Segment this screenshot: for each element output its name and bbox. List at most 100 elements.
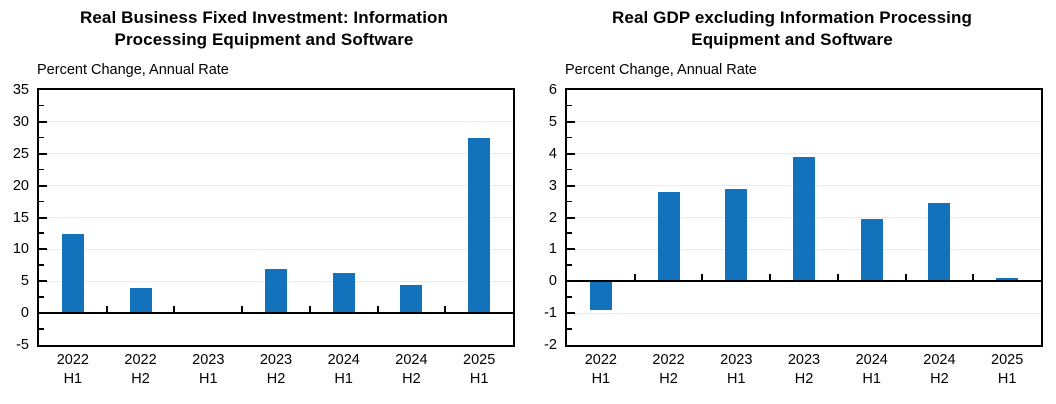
y-axis-minor-tick [39,136,44,139]
bar-2024-h1 [860,219,883,282]
y-axis-major-tick [567,152,575,155]
bar-2022-h1 [589,281,612,310]
y-axis-minor-tick [567,328,572,330]
x-axis-tick [444,306,447,314]
gridline [39,121,513,123]
x-label-year: 2022 [584,352,617,368]
y-axis-minor-tick [567,232,572,234]
y-axis-minor-tick [567,264,572,266]
axis-units-label: Percent Change, Annual Rate [37,62,229,78]
bar-2022-h2 [129,288,152,314]
y-axis-major-tick [39,152,47,155]
y-axis-major-tick [39,184,47,187]
gridline [567,312,1041,314]
x-label-year: 2024 [395,352,428,368]
x-label-year: 2022 [56,352,89,368]
y-axis-tick-label: 30 [12,113,29,130]
y-axis-tick-label: 0 [20,305,29,322]
bar-2022-h2 [657,192,680,282]
x-label-year: 2022 [652,352,685,368]
chart-title: Real GDP excluding Information Processin… [612,8,972,50]
x-axis-tick [904,274,907,282]
x-axis-category-label: 2022 H1 [567,351,635,389]
x-axis-category-label: 2022 H2 [107,351,175,389]
y-axis-minor-tick [567,168,572,171]
x-axis-labels: 2022 H1 2022 H2 2023 H1 2023 H2 2024 H1 2024 H2 2025… [39,351,513,391]
y-axis-tick-label: 5 [20,273,29,290]
x-axis-labels: 2022 H1 2022 H2 2023 H1 2023 H2 2024 H1 2024 H2 2025… [567,351,1041,391]
bar-2023-h2 [265,268,287,314]
gridline [39,153,513,155]
y-axis-tick-label: -2 [544,337,557,353]
x-axis-category-label: 2024 H2 [906,351,974,389]
zero-axis-line [39,312,513,315]
y-axis-major-tick [567,312,575,315]
bar-2025-h1 [468,138,491,314]
x-axis-tick [701,274,704,282]
x-axis-category-label: 2022 H1 [39,351,107,389]
x-label-half: H1 [862,370,881,387]
y-axis-tick-label: 2 [548,209,557,226]
x-axis-tick [173,306,176,314]
gridline [567,153,1041,155]
x-label-half: H1 [469,370,489,387]
x-label-half: H2 [131,370,150,387]
x-label-year: 2024 [855,352,888,368]
gridline [567,121,1041,123]
chart-panel-investment: Real Business Fixed Investment: Informat… [12,8,515,391]
x-axis-tick [105,306,108,314]
y-axis-minor-tick [39,296,44,298]
x-axis-tick [241,306,244,314]
y-axis-tick-label: 10 [12,241,29,258]
y-axis-major-tick [567,184,575,187]
y-axis-minor-tick [39,104,44,107]
y-axis-tick-label: -5 [16,337,29,353]
x-axis-category-label: 2023 H2 [242,351,310,389]
x-axis-tick [308,306,311,314]
x-label-year: 2023 [192,352,225,368]
x-label-year: 2025 [463,352,496,368]
chart-panel-gdp: Real GDP excluding Information Processin… [528,0,1056,404]
x-axis-category-label: 2023 H1 [702,351,770,389]
bar-2024-h1 [332,272,355,314]
x-label-half: H1 [997,370,1017,387]
y-axis-minor-tick [567,104,572,107]
y-axis-major-tick [39,248,47,251]
y-axis-tick-label: 20 [12,177,29,194]
y-axis-tick-label: 1 [548,241,557,258]
x-label-year: 2024 [327,352,360,368]
y-axis-minor-tick [567,296,572,298]
y-axis-tick-label: 3 [548,177,557,194]
zero-axis-line [567,280,1041,283]
x-axis-category-label: 2025 H1 [973,351,1041,389]
y-axis-major-tick [39,312,47,315]
x-label-half: H1 [63,370,83,387]
y-axis-major-tick [567,216,575,219]
y-axis-tick-label: 6 [548,82,557,98]
y-axis-minor-tick [39,200,44,203]
y-axis-major-tick [567,248,575,251]
x-axis-category-label: 2025 H1 [445,351,513,389]
x-axis-tick [633,274,636,282]
bar-2023-h1 [725,188,748,282]
x-label-half: H2 [930,370,949,387]
y-axis-tick-label: 15 [12,209,29,226]
y-axis-tick-label: 35 [12,82,29,98]
x-label-half: H2 [266,370,286,387]
y-axis-tick-label: 25 [12,145,29,162]
y-axis-minor-tick [567,200,572,203]
x-label-year: 2023 [787,352,821,368]
plot-area [565,88,1043,347]
x-axis-category-label: 2024 H1 [310,351,378,389]
x-axis-tick [836,274,839,282]
y-axis-major-tick [39,280,47,283]
y-axis-major-tick [567,280,575,283]
bar-2024-h2 [400,285,423,314]
x-label-half: H2 [402,370,421,387]
x-axis-category-label: 2022 H2 [635,351,703,389]
gridline [39,185,513,187]
x-label-year: 2025 [991,352,1024,368]
plot-area [37,88,515,347]
x-label-year: 2022 [124,352,157,368]
